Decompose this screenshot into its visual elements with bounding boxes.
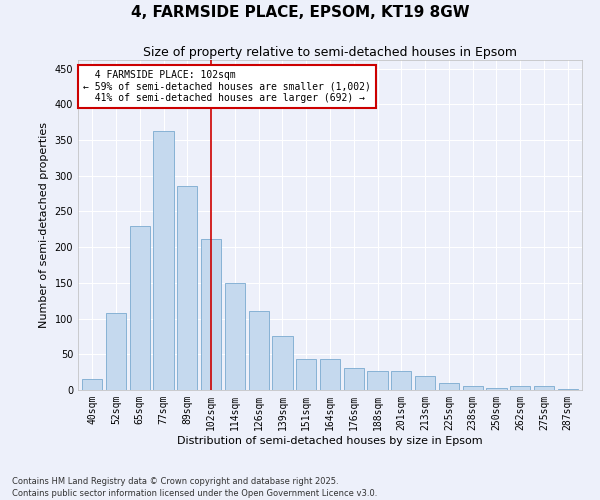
Y-axis label: Number of semi-detached properties: Number of semi-detached properties bbox=[39, 122, 49, 328]
Bar bbox=[130, 226, 150, 390]
Bar bbox=[463, 386, 483, 390]
Text: 4 FARMSIDE PLACE: 102sqm
← 59% of semi-detached houses are smaller (1,002)
  41%: 4 FARMSIDE PLACE: 102sqm ← 59% of semi-d… bbox=[83, 70, 371, 103]
Bar bbox=[154, 132, 173, 390]
Title: Size of property relative to semi-detached houses in Epsom: Size of property relative to semi-detach… bbox=[143, 46, 517, 59]
Bar bbox=[106, 313, 126, 390]
Bar bbox=[487, 388, 506, 390]
Bar bbox=[296, 358, 316, 390]
Text: 4, FARMSIDE PLACE, EPSOM, KT19 8GW: 4, FARMSIDE PLACE, EPSOM, KT19 8GW bbox=[131, 5, 469, 20]
Bar bbox=[248, 310, 269, 390]
Bar bbox=[201, 238, 221, 390]
Bar bbox=[272, 336, 293, 390]
X-axis label: Distribution of semi-detached houses by size in Epsom: Distribution of semi-detached houses by … bbox=[177, 436, 483, 446]
Bar bbox=[415, 376, 435, 390]
Bar bbox=[320, 358, 340, 390]
Bar bbox=[391, 370, 412, 390]
Bar bbox=[557, 388, 578, 390]
Bar bbox=[177, 186, 197, 390]
Bar bbox=[82, 380, 103, 390]
Bar bbox=[510, 386, 530, 390]
Bar bbox=[225, 283, 245, 390]
Bar bbox=[439, 383, 459, 390]
Bar bbox=[534, 386, 554, 390]
Text: Contains HM Land Registry data © Crown copyright and database right 2025.
Contai: Contains HM Land Registry data © Crown c… bbox=[12, 476, 377, 498]
Bar bbox=[367, 370, 388, 390]
Bar bbox=[344, 368, 364, 390]
